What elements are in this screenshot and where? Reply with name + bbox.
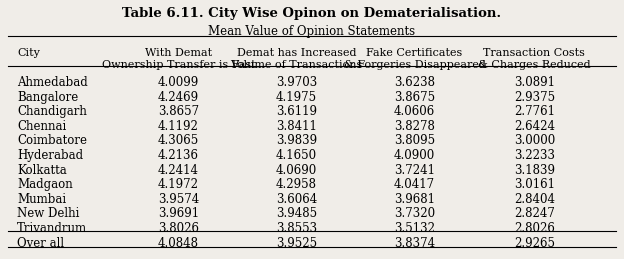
Text: 2.7761: 2.7761 [514, 105, 555, 118]
Text: 3.6064: 3.6064 [276, 193, 317, 206]
Text: 3.0000: 3.0000 [514, 134, 555, 147]
Text: 4.0900: 4.0900 [394, 149, 435, 162]
Text: Transaction Costs
& Charges Reduced: Transaction Costs & Charges Reduced [478, 48, 591, 70]
Text: Ahmedabad: Ahmedabad [17, 76, 87, 89]
Text: 2.9375: 2.9375 [514, 91, 555, 104]
Text: Trivandrum: Trivandrum [17, 222, 87, 235]
Text: 4.0690: 4.0690 [276, 164, 317, 177]
Text: 3.8095: 3.8095 [394, 134, 435, 147]
Text: 3.8374: 3.8374 [394, 237, 435, 250]
Text: 3.5132: 3.5132 [394, 222, 435, 235]
Text: Mumbai: Mumbai [17, 193, 66, 206]
Text: 4.0606: 4.0606 [394, 105, 435, 118]
Text: 3.8553: 3.8553 [276, 222, 317, 235]
Text: 4.2414: 4.2414 [158, 164, 199, 177]
Text: Coimbatore: Coimbatore [17, 134, 87, 147]
Text: 3.0161: 3.0161 [514, 178, 555, 191]
Text: 3.1839: 3.1839 [514, 164, 555, 177]
Text: 4.1972: 4.1972 [158, 178, 199, 191]
Text: 4.0417: 4.0417 [394, 178, 435, 191]
Text: New Delhi: New Delhi [17, 207, 79, 220]
Text: 3.9525: 3.9525 [276, 237, 317, 250]
Text: 3.7241: 3.7241 [394, 164, 435, 177]
Text: City: City [17, 48, 40, 58]
Text: Mean Value of Opinion Statements: Mean Value of Opinion Statements [208, 25, 416, 38]
Text: 4.2958: 4.2958 [276, 178, 317, 191]
Text: 4.2469: 4.2469 [158, 91, 199, 104]
Text: 4.1650: 4.1650 [276, 149, 317, 162]
Text: 3.8411: 3.8411 [276, 120, 317, 133]
Text: 3.9691: 3.9691 [158, 207, 199, 220]
Text: 3.8278: 3.8278 [394, 120, 435, 133]
Text: 4.1192: 4.1192 [158, 120, 199, 133]
Text: 3.8675: 3.8675 [394, 91, 435, 104]
Text: Kolkatta: Kolkatta [17, 164, 67, 177]
Text: Demat has Increased
Volume of Transactions: Demat has Increased Volume of Transactio… [230, 48, 363, 70]
Text: 3.9681: 3.9681 [394, 193, 435, 206]
Text: 3.9485: 3.9485 [276, 207, 317, 220]
Text: Table 6.11. City Wise Opinon on Dematerialisation.: Table 6.11. City Wise Opinon on Demateri… [122, 7, 502, 20]
Text: 2.6424: 2.6424 [514, 120, 555, 133]
Text: 4.2136: 4.2136 [158, 149, 199, 162]
Text: 4.0099: 4.0099 [158, 76, 199, 89]
Text: 3.2233: 3.2233 [514, 149, 555, 162]
Text: 3.6119: 3.6119 [276, 105, 317, 118]
Text: Hyderabad: Hyderabad [17, 149, 83, 162]
Text: With Demat
Ownership Transfer is Fast: With Demat Ownership Transfer is Fast [102, 48, 255, 70]
Text: 4.3065: 4.3065 [158, 134, 199, 147]
Text: 4.1975: 4.1975 [276, 91, 317, 104]
Text: 4.0848: 4.0848 [158, 237, 199, 250]
Text: 3.9839: 3.9839 [276, 134, 317, 147]
Text: Chennai: Chennai [17, 120, 66, 133]
Text: 3.7320: 3.7320 [394, 207, 435, 220]
Text: 3.9574: 3.9574 [158, 193, 199, 206]
Text: 2.9265: 2.9265 [514, 237, 555, 250]
Text: Fake Certificates
& Forgeries Disappeared: Fake Certificates & Forgeries Disappeare… [344, 48, 485, 70]
Text: 3.9703: 3.9703 [276, 76, 317, 89]
Text: 2.8026: 2.8026 [514, 222, 555, 235]
Text: 3.6238: 3.6238 [394, 76, 435, 89]
Text: 3.8026: 3.8026 [158, 222, 199, 235]
Text: Chandigarh: Chandigarh [17, 105, 87, 118]
Text: 2.8247: 2.8247 [514, 207, 555, 220]
Text: Over all: Over all [17, 237, 64, 250]
Text: 2.8404: 2.8404 [514, 193, 555, 206]
Text: Bangalore: Bangalore [17, 91, 78, 104]
Text: 3.8657: 3.8657 [158, 105, 199, 118]
Text: 3.0891: 3.0891 [514, 76, 555, 89]
Text: Madgaon: Madgaon [17, 178, 72, 191]
